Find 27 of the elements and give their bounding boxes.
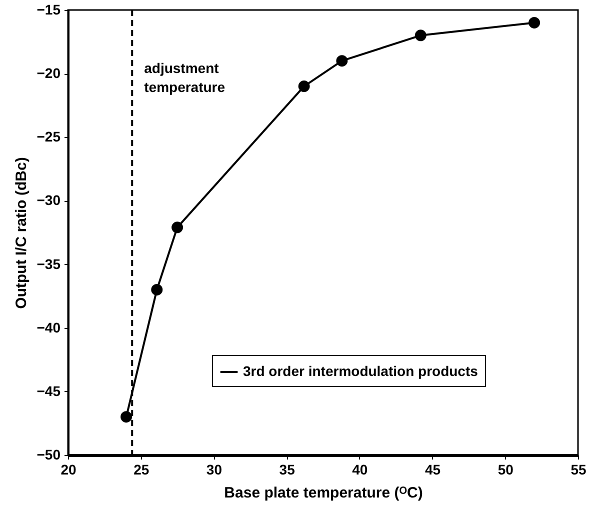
y-tick-label: −50 [36,446,61,462]
y-tick-label: −20 [36,65,61,82]
y-tick-label: −35 [36,256,61,272]
y-axis-title: Output I/C ratio (dBc) [12,157,30,309]
y-tick-label: −45 [36,382,61,399]
y-tick-label: −30 [36,192,61,208]
point [528,16,540,28]
point [414,30,426,42]
x-tick-label: 25 [134,462,150,478]
x-axis-title: Base plate temperature (ᴼC) [224,484,423,502]
x-tick-label: 40 [352,462,368,478]
x-tick-label: 50 [498,462,514,478]
y-tick-label: −15 [36,2,61,18]
ref-line-label: adjustment temperature [144,60,226,95]
x-tick-label: 30 [206,462,222,478]
point [151,284,163,296]
x-tick-label: 45 [424,462,441,478]
legend-label: 3rd order intermodulation products [243,363,478,379]
y-tick-label: −25 [36,128,61,145]
x-tick-label: 20 [60,462,76,478]
point [172,222,184,234]
x-tick-label: 35 [279,462,296,478]
point [298,80,310,92]
y-tick-label: −40 [36,319,61,336]
point [336,55,348,67]
x-tick-label: 55 [570,462,586,478]
point [120,411,132,423]
